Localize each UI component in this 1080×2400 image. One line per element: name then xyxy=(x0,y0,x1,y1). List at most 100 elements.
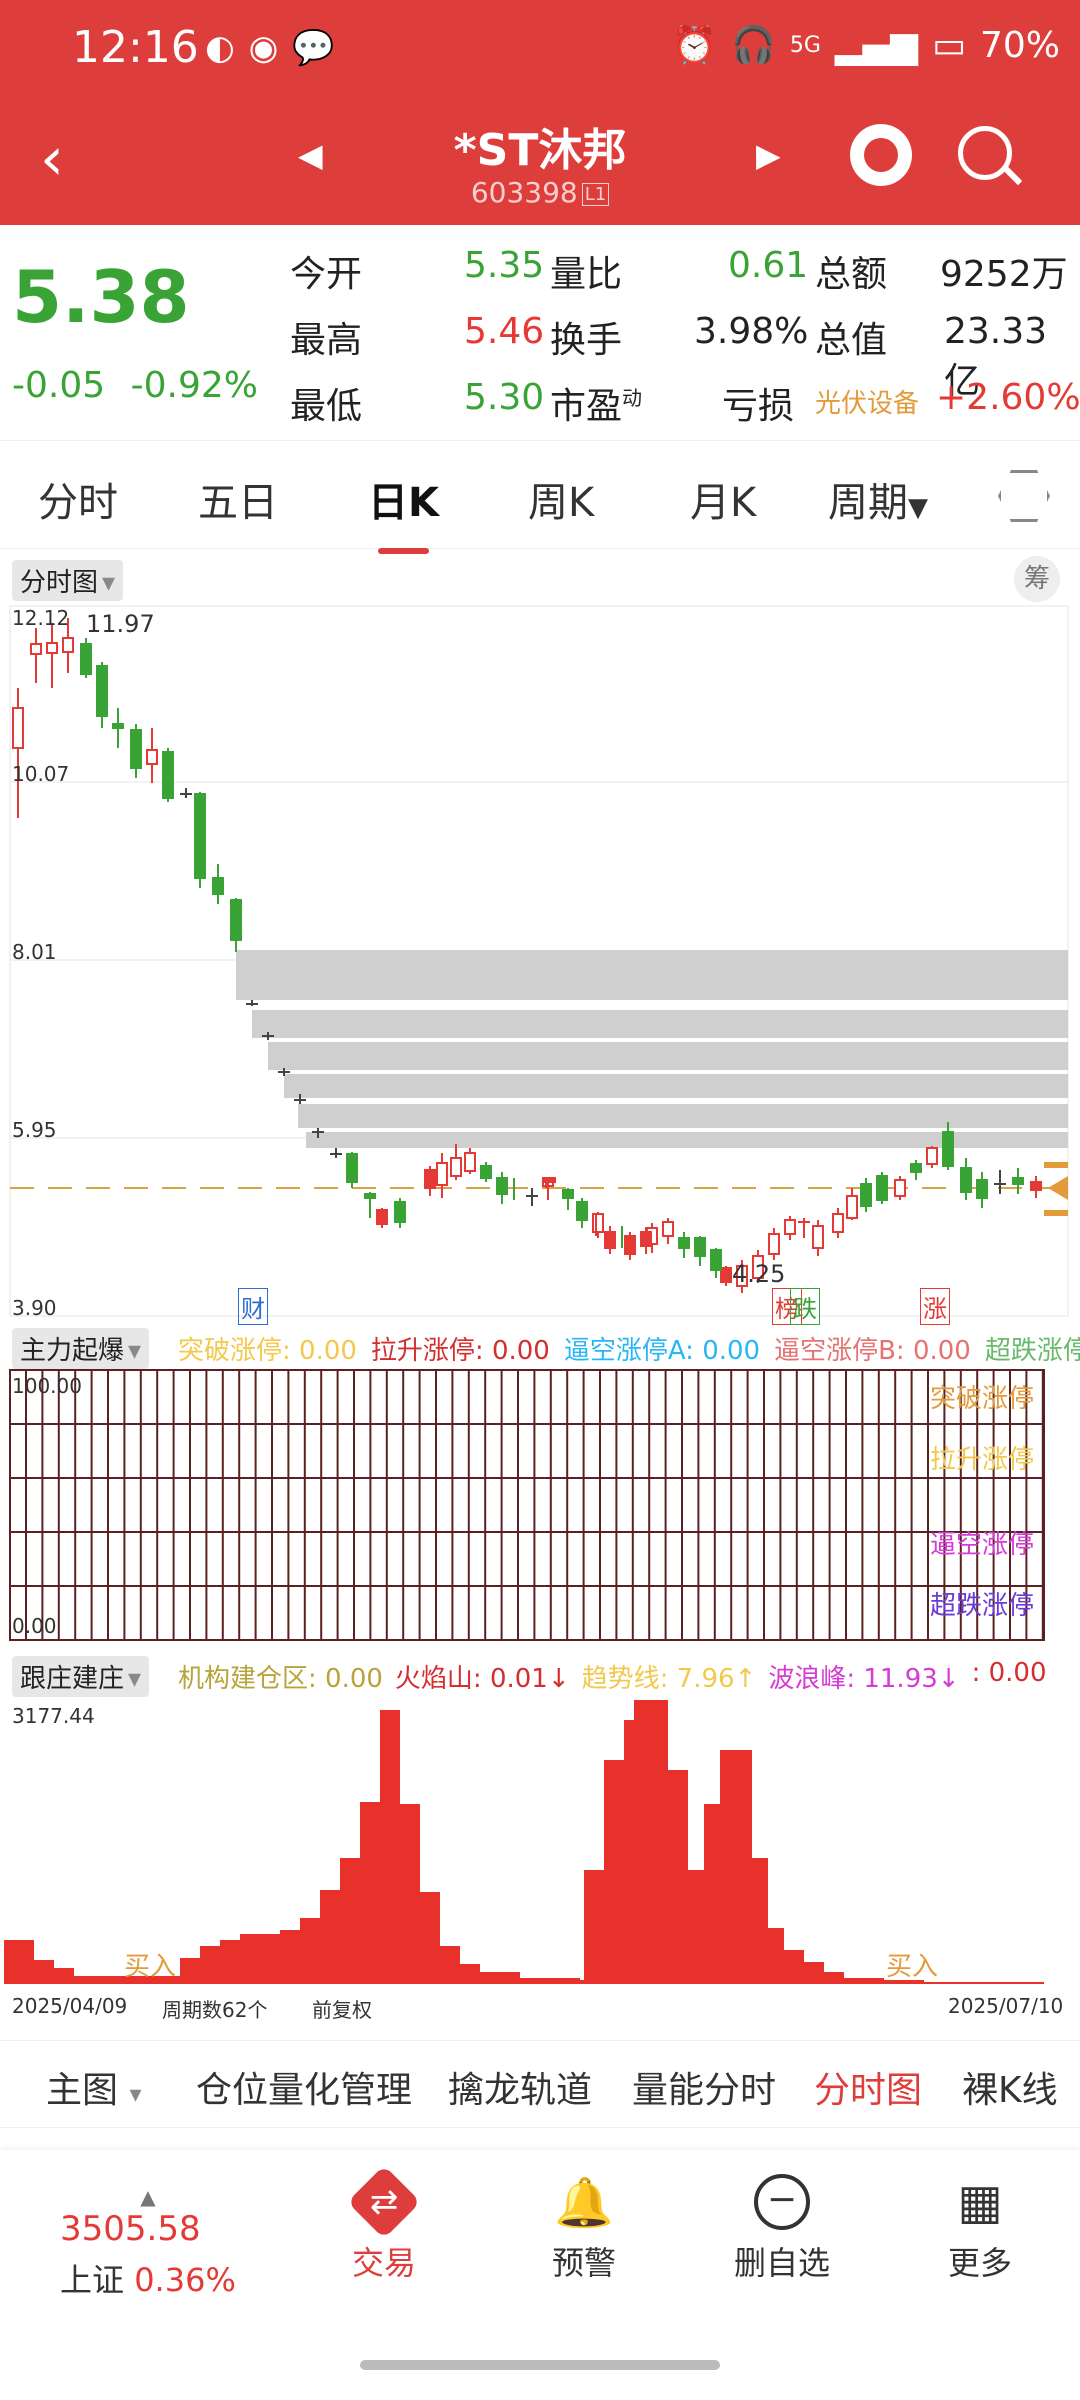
marker-finance[interactable]: 财 xyxy=(238,1288,268,1325)
candles xyxy=(12,618,1042,1293)
index-quote[interactable]: ▲ 3505.58 上证 0.36% xyxy=(60,2185,236,2301)
candlestick-chart xyxy=(4,605,1069,1984)
price-change: -0.05 -0.92% xyxy=(12,365,258,406)
y-tick-2: 10.07 xyxy=(12,762,70,786)
ind2-top: 3177.44 xyxy=(12,1704,95,1728)
indicator2-legend: 机构建仓区: 0.00 火焰山: 0.01↓ 趋势线: 7.96↑ 波浪峰: 11.9… xyxy=(178,1658,1047,1695)
value-market-cap: 23.33亿 xyxy=(944,311,1048,402)
chip-distribution-bars xyxy=(236,950,1068,1148)
value-volume-ratio: 0.61 xyxy=(728,245,809,286)
high-price-label: 11.97 xyxy=(86,610,155,638)
chevron-down-icon: ▼ xyxy=(908,493,928,523)
indicator2-legend-item: 火焰山: 0.01↓ xyxy=(394,1664,570,1694)
marker-fall[interactable]: 跌 xyxy=(790,1288,820,1325)
eye-icon: ◉ xyxy=(248,28,279,68)
tab-daily-k[interactable]: 日K xyxy=(368,470,439,554)
indicator2-chip[interactable]: 跟庄建庄 xyxy=(12,1656,150,1697)
indicator1-legend-item: 逼空涨停B: 0.00 xyxy=(774,1336,971,1366)
indicator2-legend-item: 趋势线: 7.96↑ xyxy=(581,1664,757,1694)
assistant-avatar-icon[interactable] xyxy=(850,124,912,186)
stock-code-text: 603398 xyxy=(470,176,578,209)
tab-volume-intraday[interactable]: 量能分时 xyxy=(632,2070,777,2111)
tab-naked-k[interactable]: 裸K线 xyxy=(962,2070,1058,2111)
sector-name[interactable]: 光伏设备 xyxy=(815,389,920,419)
label-volume-ratio: 量比 xyxy=(550,254,623,295)
tab-intraday-chart[interactable]: 分时图 xyxy=(814,2070,923,2111)
indicator1-legend-item: 逼空涨停A: 0.00 xyxy=(563,1336,761,1366)
grid-icon: ▦ xyxy=(957,2174,1003,2230)
tab-main-chart-label: 主图 xyxy=(46,2070,119,2111)
label-high: 最高 xyxy=(290,320,363,361)
tab-dragon-track[interactable]: 擒龙轨道 xyxy=(448,2070,593,2111)
volume-bars xyxy=(4,1700,1044,1984)
nav-more[interactable]: ▦ 更多 xyxy=(890,2172,1070,2284)
sector-change: +2.60% xyxy=(936,377,1080,418)
index-name: 上证 xyxy=(60,2261,125,2299)
network-label: 5G xyxy=(789,32,821,58)
ind1-top: 100.00 xyxy=(12,1374,82,1398)
index-value: 3505.58 xyxy=(60,2209,201,2249)
y-tick-1: 12.12 xyxy=(12,606,70,630)
search-icon[interactable] xyxy=(958,126,1012,180)
tab-five-day[interactable]: 五日 xyxy=(198,480,278,526)
chart-area: 分时图 筹 xyxy=(0,548,1080,2038)
change-percent: -0.92% xyxy=(130,365,258,406)
nav-trade-label: 交易 xyxy=(351,2244,416,2282)
stock-code: 603398 L1 xyxy=(380,176,700,209)
indicator1-right-legend-item: 拉升涨停 xyxy=(930,1445,1035,1475)
nav-remove-watchlist[interactable]: − 删自选 xyxy=(692,2172,872,2284)
tab-period[interactable]: 周期▼ xyxy=(828,470,928,528)
indicator1-chip[interactable]: 主力起爆 xyxy=(12,1328,150,1369)
marker-rise[interactable]: 涨 xyxy=(920,1288,950,1325)
level-badge: L1 xyxy=(581,182,610,206)
period-tabs: 分时 五日 日K 周K 月K 周期▼ xyxy=(0,440,1080,554)
index-change: 0.36% xyxy=(134,2261,236,2299)
buy-label-2: 买入 xyxy=(886,1952,939,1982)
trade-icon: ⇄ xyxy=(347,2165,421,2239)
main-indicator-chip[interactable]: 分时图 xyxy=(12,560,124,601)
value-pe: 亏损 xyxy=(722,386,795,427)
indicator1-legend-item: 突破涨停: 0.00 xyxy=(178,1336,357,1366)
label-market-cap: 总值 xyxy=(815,320,888,361)
indicator2-legend-item: 机构建仓区: 0.00 xyxy=(178,1664,383,1694)
nav-more-label: 更多 xyxy=(947,2244,1012,2282)
prev-stock-icon[interactable]: ◀ xyxy=(298,136,323,174)
date-end: 2025/07/10 xyxy=(948,1994,1064,2018)
tab-main-chart[interactable]: 主图 ▾ xyxy=(46,2061,142,2113)
indicator1-legend-item: 拉升涨停: 0.00 xyxy=(370,1336,550,1366)
label-open: 今开 xyxy=(290,254,363,295)
current-price: 5.38 xyxy=(12,255,190,339)
label-low: 最低 xyxy=(290,386,363,427)
tab-weekly-k[interactable]: 周K xyxy=(528,480,595,526)
nav-trade[interactable]: ⇄ 交易 xyxy=(294,2165,474,2284)
nav-alert[interactable]: 🔔 预警 xyxy=(494,2172,674,2284)
stock-title: *ST沐邦 xyxy=(453,125,627,176)
home-indicator[interactable] xyxy=(360,2360,720,2370)
chip-distribution-button[interactable]: 筹 xyxy=(1014,556,1060,602)
label-pe-sup: 动 xyxy=(622,386,643,410)
settings-hexagon-icon[interactable] xyxy=(998,470,1050,522)
back-arrow-icon[interactable]: ‹ xyxy=(40,124,64,194)
battery-level: 70% xyxy=(979,24,1060,66)
alarm-icon: ⏰ xyxy=(672,25,718,66)
indicator1-right-legend-item: 逼空涨停 xyxy=(930,1530,1035,1560)
bottom-navigation: ▲ 3505.58 上证 0.36% ⇄ 交易 🔔 预警 − 删自选 ▦ 更多 xyxy=(0,2150,1080,2330)
indicator1-legend: 突破涨停: 0.00 拉升涨停: 0.00 逼空涨停A: 0.00 逼空涨停B: 0.… xyxy=(178,1330,1080,1367)
tab-position-management[interactable]: 仓位量化管理 xyxy=(196,2070,413,2111)
tab-monthly-k[interactable]: 月K xyxy=(690,480,757,526)
app-notification-icon: ◐ xyxy=(205,28,235,68)
next-stock-icon[interactable]: ▶ xyxy=(756,136,781,174)
label-turnover: 换手 xyxy=(550,320,623,361)
value-high: 5.46 xyxy=(464,311,545,352)
nav-remove-label: 删自选 xyxy=(733,2244,830,2282)
adjust-mode[interactable]: 前复权 xyxy=(312,1998,372,2022)
status-time: 12:16 xyxy=(72,22,199,73)
nav-alert-label: 预警 xyxy=(551,2244,616,2282)
marker-list[interactable]: 榜 xyxy=(772,1288,802,1325)
triangle-up-icon: ▲ xyxy=(140,2185,156,2209)
message-icon: 💬 xyxy=(292,28,335,68)
index-line: 上证 0.36% xyxy=(60,2255,236,2301)
indicator1-legend-item: 超跌涨停 xyxy=(984,1336,1080,1366)
tab-intraday[interactable]: 分时 xyxy=(38,480,118,526)
tab-period-label: 周期 xyxy=(828,480,908,526)
